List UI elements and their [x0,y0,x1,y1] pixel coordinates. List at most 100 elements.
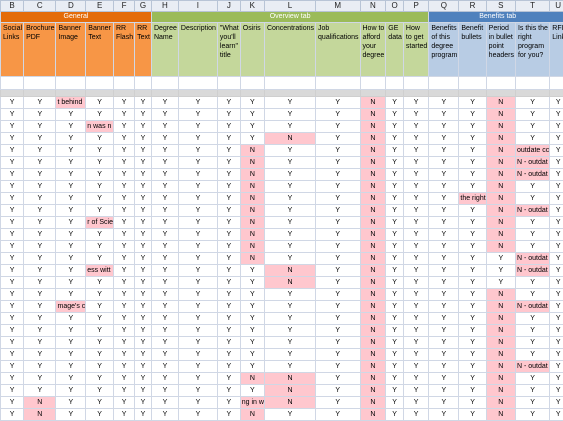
data-cell[interactable]: Y [113,301,134,313]
data-cell[interactable]: Y [386,409,404,421]
empty-cell[interactable] [403,77,428,90]
column-header-u[interactable]: U [550,1,563,12]
empty-cell[interactable] [316,77,360,90]
data-cell[interactable]: Y [459,217,486,229]
data-cell[interactable]: Y [403,97,428,109]
data-cell[interactable]: Y [178,145,217,157]
data-cell[interactable]: N [240,217,264,229]
data-cell[interactable]: Y [135,337,152,349]
empty-cell[interactable] [459,77,486,90]
data-cell[interactable]: Y [56,193,86,205]
data-cell[interactable]: Y [459,313,486,325]
field-header-cell[interactable]: Description [178,23,217,77]
data-cell[interactable]: Y [316,337,360,349]
data-cell[interactable]: N [360,301,386,313]
data-cell[interactable]: Y [24,97,56,109]
data-cell[interactable]: Y [550,289,563,301]
data-cell[interactable]: Y [178,361,217,373]
data-cell[interactable]: Y [459,109,486,121]
data-cell[interactable]: Y [1,409,24,421]
data-cell[interactable]: N [360,289,386,301]
data-cell[interactable]: Y [1,193,24,205]
data-cell[interactable]: Y [24,217,56,229]
data-cell[interactable]: Y [264,313,315,325]
data-cell[interactable]: Y [515,97,549,109]
data-cell[interactable]: Y [550,193,563,205]
data-cell[interactable]: Y [135,169,152,181]
data-cell[interactable]: Y [135,301,152,313]
data-cell[interactable]: N [24,397,56,409]
data-cell[interactable]: Y [550,337,563,349]
data-cell[interactable]: Y [550,325,563,337]
data-cell[interactable]: Y [24,133,56,145]
column-header-n[interactable]: N [360,1,386,12]
data-cell[interactable]: Y [403,229,428,241]
data-cell[interactable]: Y [403,397,428,409]
empty-cell[interactable] [135,77,152,90]
data-cell[interactable]: Y [178,313,217,325]
data-cell[interactable]: Y [135,217,152,229]
data-cell[interactable]: Y [135,229,152,241]
data-cell[interactable]: Y [386,337,404,349]
data-cell[interactable]: Y [86,169,114,181]
data-cell[interactable]: Y [316,325,360,337]
data-cell[interactable]: Y [515,241,549,253]
data-cell[interactable]: Y [1,301,24,313]
data-cell[interactable]: Y [316,97,360,109]
data-cell[interactable]: Y [86,241,114,253]
data-cell[interactable]: N [486,169,515,181]
data-cell[interactable]: Y [1,145,24,157]
data-cell[interactable]: N [486,97,515,109]
data-cell[interactable]: Y [178,337,217,349]
data-cell[interactable]: Y [403,277,428,289]
field-header-cell[interactable]: Benefits of this degree program [429,23,459,77]
data-cell[interactable]: Y [386,241,404,253]
data-cell[interactable]: Y [24,181,56,193]
data-cell[interactable]: Y [151,265,178,277]
data-cell[interactable]: N [240,193,264,205]
data-cell[interactable]: N [486,241,515,253]
data-cell[interactable]: N [360,193,386,205]
data-cell[interactable]: Y [316,277,360,289]
data-cell[interactable]: Y [24,385,56,397]
data-cell[interactable]: Y [135,121,152,133]
data-cell[interactable]: Y [151,277,178,289]
data-cell[interactable]: Y [56,373,86,385]
data-cell[interactable]: Y [217,361,240,373]
data-cell[interactable]: Y [403,313,428,325]
data-cell[interactable]: Y [1,169,24,181]
data-cell[interactable]: Y [56,217,86,229]
data-cell[interactable]: Y [86,133,114,145]
data-cell[interactable]: N [486,409,515,421]
data-cell[interactable]: Y [86,361,114,373]
data-cell[interactable]: Y [240,265,264,277]
data-cell[interactable]: Y [1,157,24,169]
data-cell[interactable]: Y [316,373,360,385]
data-cell[interactable]: Y [459,337,486,349]
data-cell[interactable]: N [240,157,264,169]
data-cell[interactable]: Y [113,277,134,289]
data-cell[interactable]: Y [550,373,563,385]
data-cell[interactable]: N [486,349,515,361]
data-cell[interactable]: Y [264,409,315,421]
data-cell[interactable]: Y [24,301,56,313]
data-cell[interactable]: Y [429,373,459,385]
data-cell[interactable]: Y [178,157,217,169]
data-cell[interactable]: Y [403,109,428,121]
data-cell[interactable]: Y [264,229,315,241]
data-cell[interactable]: Y [56,121,86,133]
data-cell[interactable]: Y [550,277,563,289]
data-cell[interactable]: Y [264,145,315,157]
data-cell[interactable]: Y [135,145,152,157]
data-cell[interactable]: Y [178,229,217,241]
data-cell[interactable]: N [360,97,386,109]
data-cell[interactable]: Y [24,241,56,253]
data-cell[interactable]: Y [1,385,24,397]
data-cell[interactable]: Y [24,109,56,121]
data-cell[interactable]: Y [56,337,86,349]
data-cell[interactable]: Y [386,229,404,241]
data-cell[interactable]: Y [550,121,563,133]
data-cell[interactable]: Y [151,253,178,265]
data-cell[interactable]: Y [135,397,152,409]
data-cell[interactable]: Y [217,337,240,349]
